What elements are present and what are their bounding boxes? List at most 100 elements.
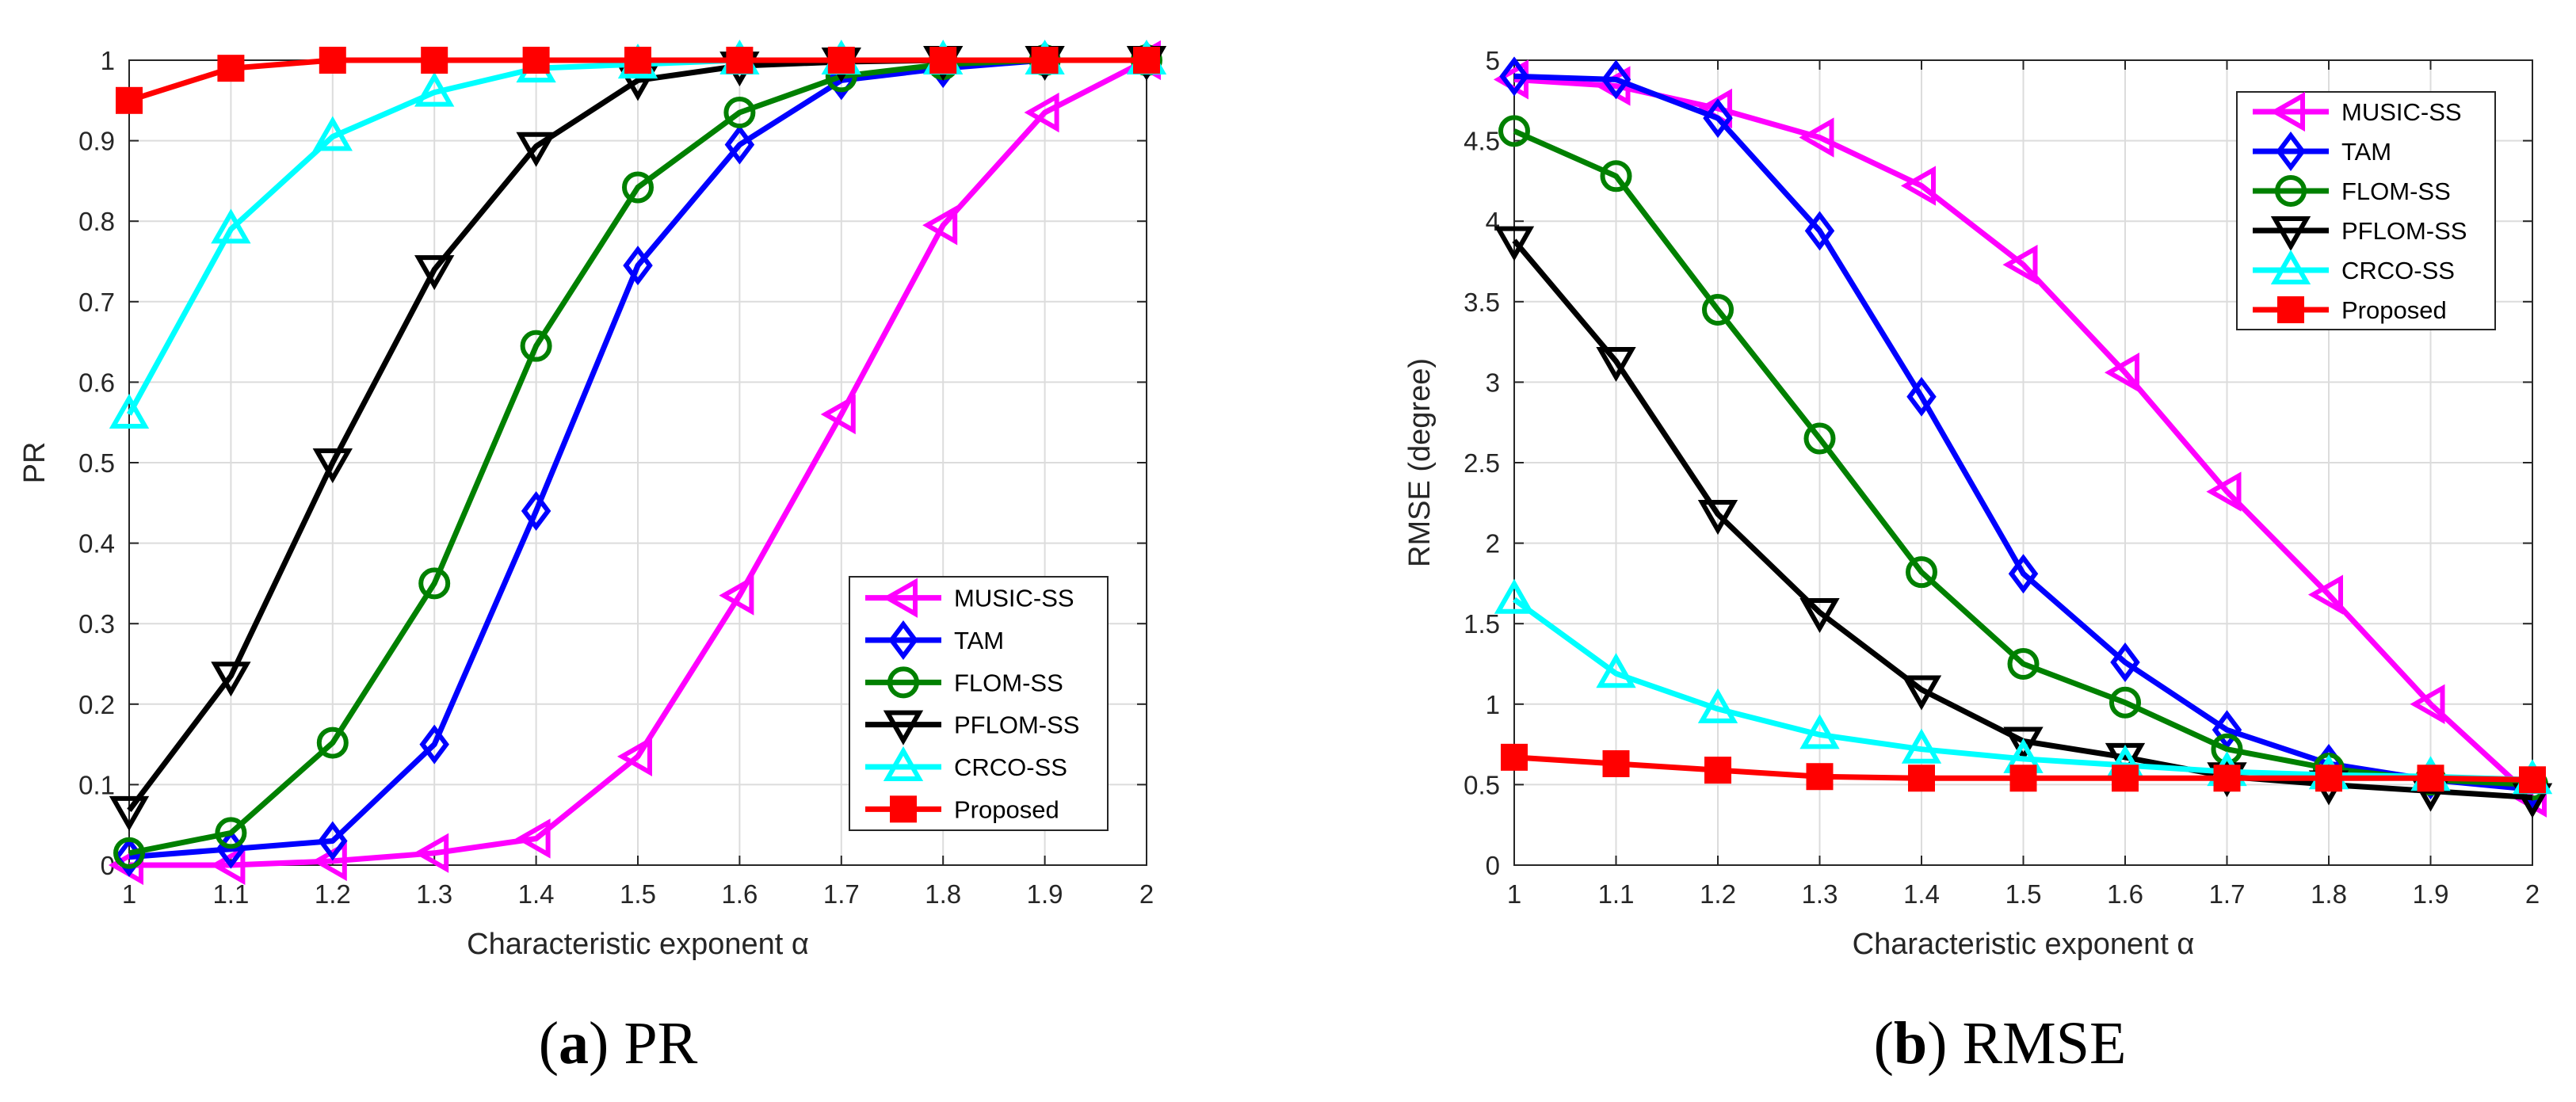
data-point — [1799, 597, 1840, 634]
data-point — [2410, 684, 2445, 724]
data-point — [723, 97, 756, 129]
legend-box — [2236, 91, 2496, 330]
y-tick-label: 2.5 — [1464, 448, 1500, 478]
y-axis-label: RMSE (degree) — [1403, 358, 1437, 567]
data-point — [1799, 714, 1840, 749]
x-tick-label: 1.3 — [416, 879, 452, 909]
data-point — [1803, 422, 1836, 455]
legend-marker — [2276, 132, 2306, 171]
legend-item: Proposed — [865, 795, 1059, 823]
x-tick-label: 1.8 — [2311, 879, 2347, 909]
data-point — [1906, 556, 1937, 589]
legend: MUSIC-SS TAM FLOM-SS PFLOM-SS CRCO-SS Propose… — [849, 576, 1109, 831]
caption-text: PR — [624, 1010, 697, 1077]
x-tick-label: 1.3 — [1802, 879, 1838, 909]
y-tick-label: 1 — [101, 46, 115, 75]
data-point — [116, 86, 143, 114]
series-line — [1513, 128, 2533, 787]
caption-letter: a — [559, 1010, 589, 1077]
y-tick-label: 0.1 — [78, 770, 115, 799]
data-point — [1697, 500, 1738, 536]
caption-paren: ( — [539, 1010, 559, 1077]
caption-letter: b — [1894, 1010, 1927, 1077]
legend-item: Proposed — [2253, 296, 2447, 324]
data-point — [1908, 765, 1935, 792]
series-music-ss — [1493, 59, 2547, 818]
data-point — [1494, 226, 1535, 261]
data-point — [1031, 47, 1059, 74]
x-tick-label: 1.9 — [1027, 879, 1063, 909]
data-point — [724, 124, 755, 165]
data-point — [414, 71, 455, 107]
x-tick-label: 1 — [1507, 879, 1521, 909]
data-point — [2315, 765, 2342, 792]
x-tick-label: 1.2 — [1700, 879, 1736, 909]
series-line — [1513, 73, 2533, 792]
x-tick-label: 1.9 — [2413, 879, 2449, 909]
y-tick-label: 2 — [1486, 529, 1500, 559]
legend-item: CRCO-SS — [2253, 249, 2455, 284]
data-point — [2104, 353, 2139, 393]
legend-box — [849, 576, 1109, 831]
legend-item: MUSIC-SS — [2253, 91, 2462, 132]
caption-paren: ) — [1927, 1010, 1962, 1077]
data-point — [1600, 160, 1632, 193]
data-point — [215, 817, 247, 849]
y-tick-label: 0.6 — [78, 368, 115, 397]
x-tick-label: 2 — [2525, 879, 2540, 909]
legend-marker — [2275, 175, 2307, 207]
y-tick-label: 0.3 — [78, 609, 115, 639]
x-tick-label: 1.2 — [315, 879, 351, 909]
data-point — [316, 726, 349, 759]
data-point — [2109, 686, 2141, 719]
data-point — [2212, 710, 2242, 750]
legend: MUSIC-SS TAM FLOM-SS PFLOM-SS CRCO-SS Propose… — [2236, 91, 2496, 330]
data-point — [1901, 675, 1942, 711]
data-point — [2307, 574, 2343, 615]
legend-label: PFLOM-SS — [954, 711, 1079, 739]
caption-paren: ) — [589, 1010, 624, 1077]
data-point — [419, 724, 449, 765]
data-point — [520, 330, 552, 362]
y-tick-label: 0.5 — [1464, 770, 1500, 799]
data-point — [515, 818, 551, 859]
x-tick-label: 1 — [122, 879, 136, 909]
y-tick-label: 1 — [1486, 690, 1500, 719]
y-tick-label: 5 — [1486, 46, 1500, 75]
legend-item: FLOM-SS — [2253, 175, 2451, 207]
data-point — [726, 47, 754, 74]
data-point — [312, 116, 353, 151]
data-point — [211, 208, 251, 244]
data-point — [1704, 757, 1731, 784]
legend-marker — [883, 745, 924, 781]
data-point — [2110, 642, 2140, 682]
data-point — [2206, 471, 2242, 512]
legend-item: TAM — [865, 620, 1004, 660]
data-point — [1602, 749, 1630, 777]
data-point — [1906, 376, 1937, 417]
x-axis-label: Characteristic exponent α — [1853, 928, 2195, 961]
data-point — [827, 47, 855, 74]
data-point — [418, 567, 451, 600]
data-point — [1799, 117, 1834, 158]
x-axis-label: Characteristic exponent α — [467, 928, 809, 961]
legend-label: FLOM-SS — [2341, 177, 2451, 205]
series-group — [108, 39, 1167, 886]
data-point — [1703, 98, 1733, 139]
data-point — [1697, 688, 1738, 723]
legend-label: TAM — [2341, 138, 2391, 166]
legend-label: Proposed — [2341, 296, 2447, 324]
series-line — [1513, 76, 2535, 800]
data-point — [516, 132, 556, 167]
legend-marker — [2277, 296, 2304, 323]
data-point — [929, 47, 957, 74]
data-point — [623, 246, 653, 286]
data-point — [820, 394, 856, 435]
data-point — [1596, 653, 1636, 688]
chart-panel-pr: 1 1.1 1.2 1.3 1.4 1.5 1.6 1.7 1.8 1.9 2 0 0.1 0.2 0.3 0… — [18, 39, 1167, 1077]
y-tick-label: 0.2 — [78, 690, 115, 719]
legend-item: FLOM-SS — [865, 666, 1063, 699]
y-tick-label: 3 — [1486, 368, 1500, 397]
legend-label: PFLOM-SS — [2341, 217, 2467, 245]
